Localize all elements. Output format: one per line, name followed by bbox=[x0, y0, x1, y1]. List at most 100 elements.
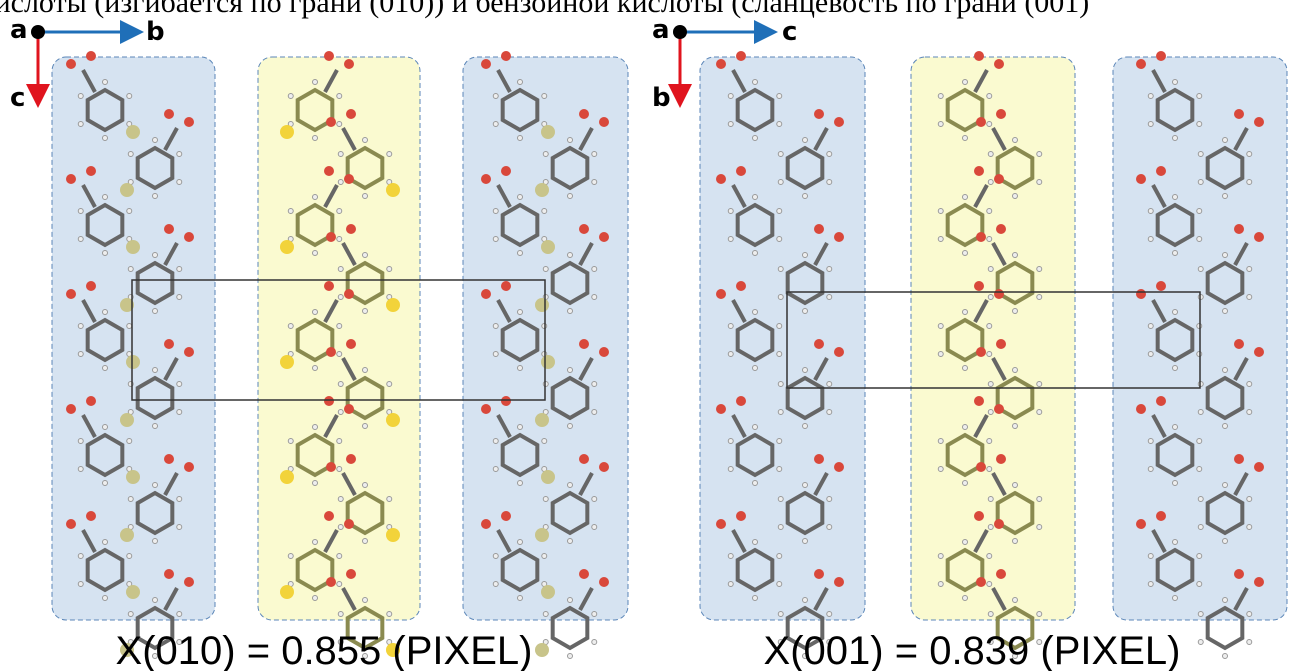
atom-or-bond bbox=[994, 289, 1004, 299]
atom-or-bond bbox=[988, 497, 993, 502]
atom-or-bond bbox=[337, 467, 342, 472]
atom-or-bond bbox=[987, 439, 992, 444]
atom-or-bond bbox=[280, 355, 294, 369]
atom-or-bond bbox=[1198, 525, 1203, 530]
atom-or-bond bbox=[988, 152, 993, 157]
atom-or-bond bbox=[753, 481, 758, 486]
atom-or-bond bbox=[338, 410, 343, 415]
atom-or-bond bbox=[66, 59, 76, 69]
atom-or-bond bbox=[938, 122, 943, 127]
atom-or-bond bbox=[387, 152, 392, 157]
atom-or-bond bbox=[288, 324, 293, 329]
atom-or-bond bbox=[103, 596, 108, 601]
atom-or-bond bbox=[963, 195, 968, 200]
atom-or-bond bbox=[541, 125, 555, 139]
atom-or-bond bbox=[1173, 310, 1178, 315]
atom-or-bond bbox=[568, 654, 573, 659]
atom-or-bond bbox=[1223, 424, 1228, 429]
atom-or-bond bbox=[976, 347, 986, 357]
atom-or-bond bbox=[542, 439, 547, 444]
atom-or-bond bbox=[66, 174, 76, 184]
atom-or-bond bbox=[164, 454, 174, 464]
atom-or-bond bbox=[338, 180, 343, 185]
atom-or-bond bbox=[1037, 295, 1042, 300]
atom-or-bond bbox=[1156, 51, 1166, 61]
atom-or-bond bbox=[1156, 281, 1166, 291]
atom-or-bond bbox=[481, 174, 491, 184]
atom-or-bond bbox=[1136, 404, 1146, 414]
atom-or-bond bbox=[716, 519, 726, 529]
atom-or-bond bbox=[834, 577, 844, 587]
atom-or-bond bbox=[1148, 209, 1153, 214]
atom-or-bond bbox=[1013, 424, 1018, 429]
atom-or-bond bbox=[1247, 410, 1252, 415]
atom-or-bond bbox=[1247, 497, 1252, 502]
atom-or-bond bbox=[337, 352, 342, 357]
atom-or-bond bbox=[963, 596, 968, 601]
atom-or-bond bbox=[326, 347, 336, 357]
atom-or-bond bbox=[346, 109, 356, 119]
atom-or-bond bbox=[386, 183, 400, 197]
atom-or-bond bbox=[78, 352, 83, 357]
atom-or-bond bbox=[346, 224, 356, 234]
atom-or-bond bbox=[313, 251, 318, 256]
atom-or-bond bbox=[1173, 425, 1178, 430]
atom-or-bond bbox=[1198, 152, 1203, 157]
atom-or-bond bbox=[1173, 540, 1178, 545]
atom-or-bond bbox=[280, 125, 294, 139]
atom-or-bond bbox=[599, 232, 609, 242]
atom-or-bond bbox=[988, 180, 993, 185]
atom-or-bond bbox=[996, 454, 1006, 464]
atom-or-bond bbox=[1247, 152, 1252, 157]
atom-or-bond bbox=[363, 194, 368, 199]
atom-or-bond bbox=[827, 525, 832, 530]
atom-or-bond bbox=[592, 180, 597, 185]
atom-or-bond bbox=[778, 180, 783, 185]
atom-or-bond bbox=[493, 582, 498, 587]
atom-or-bond bbox=[1156, 166, 1166, 176]
atom-or-bond bbox=[753, 366, 758, 371]
atom-or-bond bbox=[177, 612, 182, 617]
atom-or-bond bbox=[542, 554, 547, 559]
atom-or-bond bbox=[86, 166, 96, 176]
atom-or-bond bbox=[1037, 612, 1042, 617]
atom-or-bond bbox=[344, 289, 354, 299]
atom-or-bond bbox=[1247, 640, 1252, 645]
atom-or-bond bbox=[184, 347, 194, 357]
atom-or-bond bbox=[976, 577, 986, 587]
atom-or-bond bbox=[535, 643, 549, 657]
atom-or-bond bbox=[541, 240, 555, 254]
atom-or-bond bbox=[778, 497, 783, 502]
atom-or-bond bbox=[337, 122, 342, 127]
atom-or-bond bbox=[78, 324, 83, 329]
atom-or-bond bbox=[543, 382, 548, 387]
atom-or-bond bbox=[579, 569, 589, 579]
atom-or-bond bbox=[827, 295, 832, 300]
atom-or-bond bbox=[1037, 525, 1042, 530]
atom-or-bond bbox=[346, 569, 356, 579]
atom-or-bond bbox=[988, 410, 993, 415]
atom-or-bond bbox=[313, 540, 318, 545]
atom-or-bond bbox=[814, 224, 824, 234]
atom-or-bond bbox=[177, 152, 182, 157]
atom-or-bond bbox=[1198, 497, 1203, 502]
atom-or-bond bbox=[66, 289, 76, 299]
atom-or-bond bbox=[280, 470, 294, 484]
atom-or-bond bbox=[592, 152, 597, 157]
atom-or-bond bbox=[153, 483, 158, 488]
atom-or-bond bbox=[994, 404, 1004, 414]
atom-or-bond bbox=[543, 612, 548, 617]
atom-or-bond bbox=[834, 462, 844, 472]
atom-or-bond bbox=[518, 481, 523, 486]
atom-or-bond bbox=[728, 122, 733, 127]
atom-or-bond bbox=[120, 183, 134, 197]
atom-or-bond bbox=[126, 585, 140, 599]
figure: кислоты (изгибается по грани (010)) и бе… bbox=[0, 0, 1296, 671]
atom-or-bond bbox=[753, 80, 758, 85]
atom-or-bond bbox=[337, 237, 342, 242]
atom-or-bond bbox=[1198, 640, 1203, 645]
atom-or-bond bbox=[518, 310, 523, 315]
atom-or-bond bbox=[592, 410, 597, 415]
atom-or-bond bbox=[153, 539, 158, 544]
atom-or-bond bbox=[164, 339, 174, 349]
